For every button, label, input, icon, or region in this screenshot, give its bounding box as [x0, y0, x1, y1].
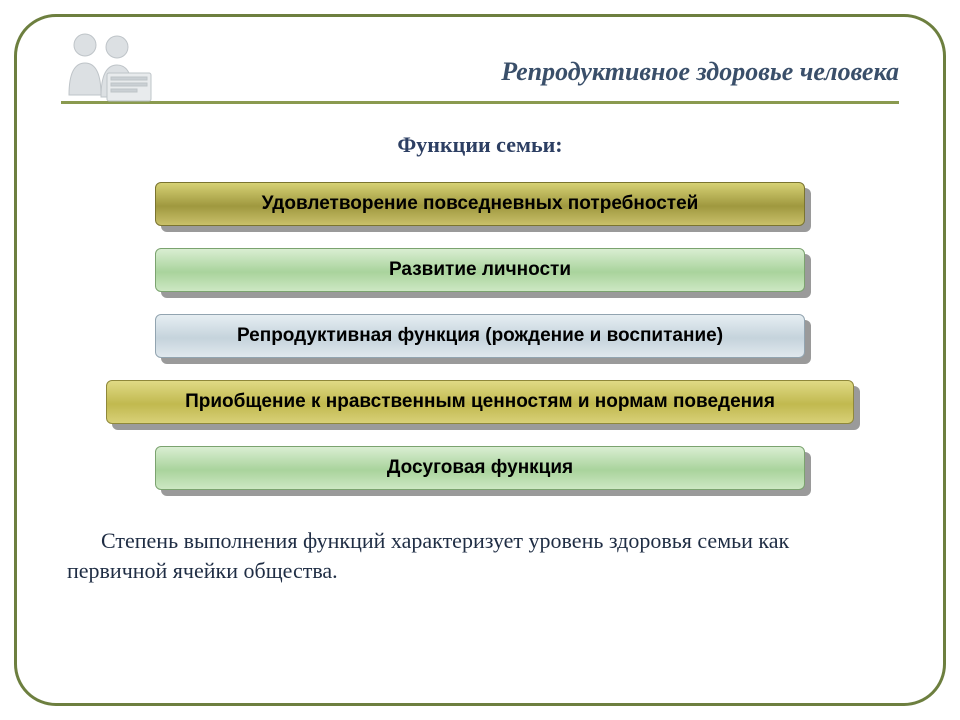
slide-header: Репродуктивное здоровье человека [61, 45, 899, 104]
function-bar: Удовлетворение повседневных потребностей [155, 182, 805, 226]
bar-body: Досуговая функция [155, 446, 805, 490]
function-bar: Приобщение к нравственным ценностям и но… [106, 380, 854, 424]
slide-frame: Репродуктивное здоровье человека Функции… [14, 14, 946, 706]
bar-body: Приобщение к нравственным ценностям и но… [106, 380, 854, 424]
function-bar: Досуговая функция [155, 446, 805, 490]
slide-title: Репродуктивное здоровье человека [61, 45, 899, 87]
function-bar: Репродуктивная функция (рождение и воспи… [155, 314, 805, 358]
slide-subtitle: Функции семьи: [61, 132, 899, 158]
bar-body: Репродуктивная функция (рождение и воспи… [155, 314, 805, 358]
bar-label: Досуговая функция [387, 457, 573, 479]
function-bar: Развитие личности [155, 248, 805, 292]
footer-text: Степень выполнения функций характеризует… [61, 526, 899, 585]
bar-label: Приобщение к нравственным ценностям и но… [185, 391, 775, 413]
bar-body: Развитие личности [155, 248, 805, 292]
bar-label: Репродуктивная функция (рождение и воспи… [237, 325, 723, 347]
bar-body: Удовлетворение повседневных потребностей [155, 182, 805, 226]
bar-label: Развитие личности [389, 259, 571, 281]
function-bars: Удовлетворение повседневных потребностей… [61, 182, 899, 490]
bar-label: Удовлетворение повседневных потребностей [262, 193, 699, 215]
people-icon [55, 25, 165, 105]
